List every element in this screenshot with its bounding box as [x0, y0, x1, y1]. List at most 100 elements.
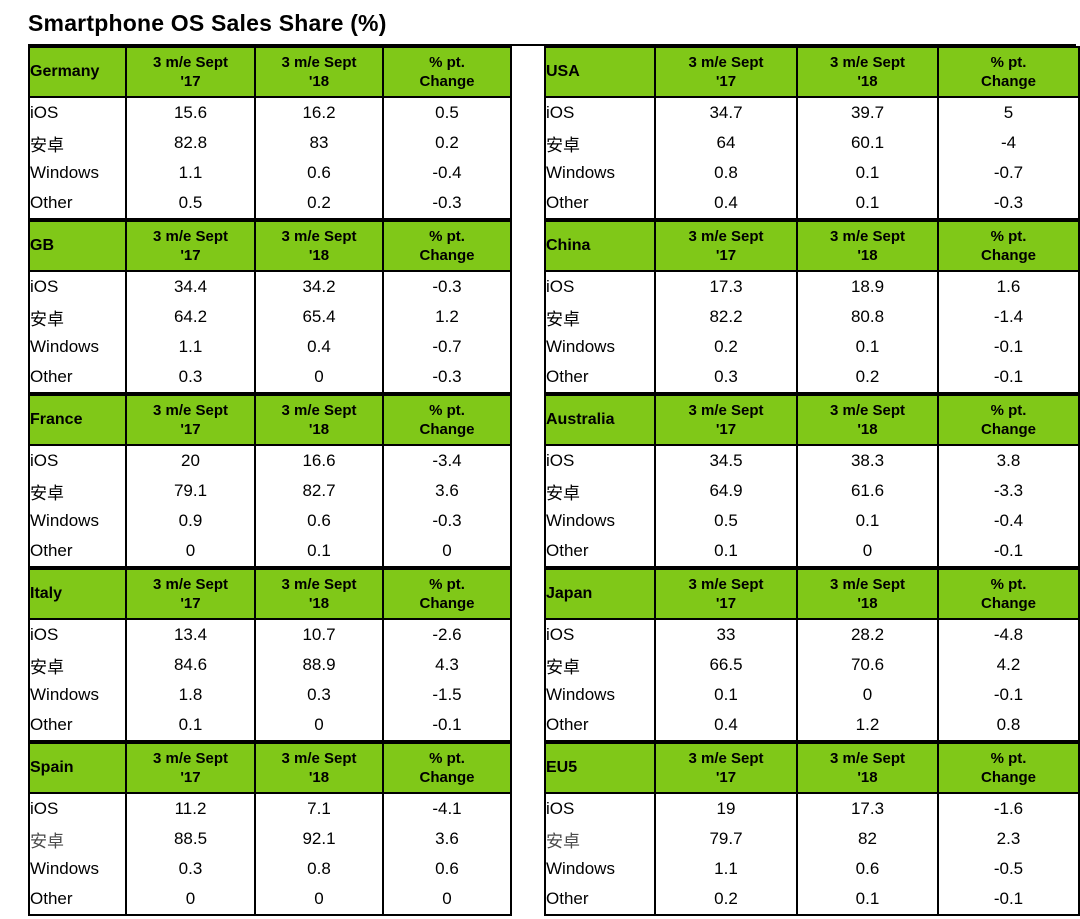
table-row: 安卓 64.9 61.6 -3.3: [544, 476, 1080, 506]
value-change: -0.1: [937, 884, 1080, 915]
table-header-row: EU5 3 m/e Sept '17 3 m/e Sept '18 % pt. …: [544, 742, 1080, 794]
col-header-sept17: 3 m/e Sept '17: [125, 568, 256, 620]
region-table: USA 3 m/e Sept '17 3 m/e Sept '18 % pt. …: [544, 46, 1080, 220]
value-change: -1.4: [937, 302, 1080, 332]
region-name: France: [28, 394, 127, 446]
os-label: 安卓: [544, 476, 656, 506]
value-change: -4.1: [382, 793, 512, 824]
table-row: Windows 1.1 0.6 -0.5: [544, 854, 1080, 884]
col-header-pt-change: % pt. Change: [382, 220, 512, 272]
col-header-pt-change: % pt. Change: [382, 742, 512, 794]
value-change: -0.1: [382, 710, 512, 741]
value-2018: 34.2: [254, 271, 384, 302]
table-row: iOS 34.4 34.2 -0.3: [28, 271, 512, 302]
value-2017: 34.4: [125, 271, 256, 302]
value-2018: 82.7: [254, 476, 384, 506]
value-2018: 16.2: [254, 97, 384, 128]
value-2017: 0.1: [654, 680, 798, 710]
value-change: 0: [382, 536, 512, 567]
col-header-sept17: 3 m/e Sept '17: [654, 220, 798, 272]
value-2018: 0.1: [796, 188, 939, 219]
value-2018: 0.1: [796, 884, 939, 915]
table-row: 安卓 64.2 65.4 1.2: [28, 302, 512, 332]
value-2017: 1.1: [125, 158, 256, 188]
value-2017: 13.4: [125, 619, 256, 650]
value-2018: 0: [796, 536, 939, 567]
col-header-sept18: 3 m/e Sept '18: [796, 46, 939, 98]
region-table: Japan 3 m/e Sept '17 3 m/e Sept '18 % pt…: [544, 568, 1080, 742]
value-change: -0.5: [937, 854, 1080, 884]
value-2018: 82: [796, 824, 939, 854]
table-row: 安卓 82.8 83 0.2: [28, 128, 512, 158]
value-2018: 88.9: [254, 650, 384, 680]
col-header-sept18: 3 m/e Sept '18: [796, 220, 939, 272]
table-row: Other 0.4 0.1 -0.3: [544, 188, 1080, 219]
value-2018: 16.6: [254, 445, 384, 476]
value-2017: 66.5: [654, 650, 798, 680]
region-table: Spain 3 m/e Sept '17 3 m/e Sept '18 % pt…: [28, 742, 512, 916]
os-label: Other: [28, 362, 127, 393]
table-row: 安卓 84.6 88.9 4.3: [28, 650, 512, 680]
value-2017: 0.4: [654, 188, 798, 219]
value-2018: 0.6: [796, 854, 939, 884]
value-2018: 0.1: [796, 158, 939, 188]
table-row: Other 0.5 0.2 -0.3: [28, 188, 512, 219]
table-row: iOS 34.5 38.3 3.8: [544, 445, 1080, 476]
value-2017: 11.2: [125, 793, 256, 824]
value-change: -0.3: [382, 506, 512, 536]
table-row: Windows 0.9 0.6 -0.3: [28, 506, 512, 536]
table-header-row: Japan 3 m/e Sept '17 3 m/e Sept '18 % pt…: [544, 568, 1080, 620]
region-name: Italy: [28, 568, 127, 620]
os-label: Other: [28, 884, 127, 915]
value-change: -0.3: [937, 188, 1080, 219]
os-label: Other: [544, 710, 656, 741]
region-table: Germany 3 m/e Sept '17 3 m/e Sept '18 % …: [28, 46, 512, 220]
os-label: Windows: [544, 680, 656, 710]
value-2018: 92.1: [254, 824, 384, 854]
value-2017: 0.2: [654, 332, 798, 362]
value-2017: 79.1: [125, 476, 256, 506]
value-change: 4.2: [937, 650, 1080, 680]
value-change: -0.1: [937, 536, 1080, 567]
os-label: Other: [28, 536, 127, 567]
value-change: -4: [937, 128, 1080, 158]
value-change: 2.3: [937, 824, 1080, 854]
table-row: iOS 19 17.3 -1.6: [544, 793, 1080, 824]
value-2018: 0: [254, 884, 384, 915]
col-header-sept18: 3 m/e Sept '18: [254, 46, 384, 98]
col-header-sept18: 3 m/e Sept '18: [796, 742, 939, 794]
os-label: 安卓: [544, 650, 656, 680]
value-2018: 10.7: [254, 619, 384, 650]
table-header-row: Germany 3 m/e Sept '17 3 m/e Sept '18 % …: [28, 46, 512, 98]
value-2018: 0.1: [796, 506, 939, 536]
os-label: 安卓: [28, 476, 127, 506]
table-row: Other 0.2 0.1 -0.1: [544, 884, 1080, 915]
col-header-pt-change: % pt. Change: [382, 568, 512, 620]
col-header-sept18: 3 m/e Sept '18: [796, 568, 939, 620]
value-2017: 33: [654, 619, 798, 650]
value-change: 1.6: [937, 271, 1080, 302]
value-2018: 0.2: [796, 362, 939, 393]
table-row: 安卓 88.5 92.1 3.6: [28, 824, 512, 854]
value-2017: 0.4: [654, 710, 798, 741]
region-name: EU5: [544, 742, 656, 794]
value-2017: 0.1: [125, 710, 256, 741]
value-change: -1.5: [382, 680, 512, 710]
value-2017: 34.5: [654, 445, 798, 476]
value-2017: 0.2: [654, 884, 798, 915]
value-2017: 82.2: [654, 302, 798, 332]
page-title: Smartphone OS Sales Share (%): [28, 10, 387, 36]
value-2017: 1.1: [125, 332, 256, 362]
os-label: Other: [544, 536, 656, 567]
region-name: Spain: [28, 742, 127, 794]
table-row: Other 0.3 0 -0.3: [28, 362, 512, 393]
value-2017: 0: [125, 536, 256, 567]
value-change: -0.3: [382, 271, 512, 302]
value-change: -1.6: [937, 793, 1080, 824]
os-label: 安卓: [544, 824, 656, 854]
left-table-column: Germany 3 m/e Sept '17 3 m/e Sept '18 % …: [28, 46, 512, 916]
table-row: iOS 34.7 39.7 5: [544, 97, 1080, 128]
value-2017: 0.3: [125, 854, 256, 884]
value-change: -0.7: [937, 158, 1080, 188]
value-2018: 28.2: [796, 619, 939, 650]
